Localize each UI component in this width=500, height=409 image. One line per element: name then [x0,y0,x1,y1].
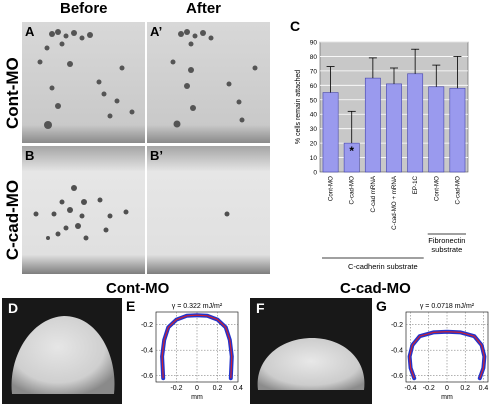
y-tick-label: -0.4 [391,348,403,355]
category-label: EP-1C [412,175,419,194]
surface-tension-annotation: γ = 0.0718 mJ/m² [420,303,475,310]
x-tick-label: 0 [445,385,449,392]
row-label-c-cad-mo: C-cad-MO [3,179,22,261]
x-axis-label: mm [191,394,203,401]
micrograph-a-prime: A’ [147,22,270,143]
drop-profile-e: -0.2 0 0.2 0.4 -0.2 -0.4 -0.6 mm γ = 0.322 mJ/m²… [124,298,248,404]
micrograph-b: B [22,146,145,274]
y-tick-label: 60 [310,83,318,90]
panel-label-e: E [126,298,136,314]
bar [428,86,445,173]
x-tick-label: -0.2 [170,385,182,392]
y-axis-label: % cells remain attached [295,70,302,144]
group-label: substrate [431,245,462,254]
panel-label-d: D [8,300,19,316]
y-tick-label: 80 [310,54,318,61]
aggregate-image-f: F [250,298,372,404]
drop-profile-g: -0.4 -0.2 0 0.2 0.4 -0.2 -0.4 -0.6 mm γ = 0.0718 … [374,298,498,404]
category-label: Cont-MO [433,176,440,201]
significance-annotation: * [349,144,354,158]
panel-label-f: F [256,300,265,316]
y-tick-label: 50 [310,97,318,104]
panel-label-b-prime: B’ [150,148,163,163]
header-cont-mo: Cont-MO [106,280,170,297]
x-tick-label: 0.4 [233,385,243,392]
bar [386,83,402,173]
panel-label-a-prime: A’ [150,24,163,39]
category-label: Cont-MO [328,176,335,201]
bar-chart-c: 0 10 20 30 40 50 60 70 80 90 % cells remain attach… [282,18,498,274]
surface-tension-annotation: γ = 0.322 mJ/m² [172,303,223,310]
x-tick-label: -0.4 [405,385,417,392]
y-tick-label: 30 [310,126,318,133]
y-tick-label: -0.4 [141,348,153,355]
y-tick-label: -0.6 [391,373,403,380]
category-label: C-cad-MO [349,176,356,205]
bar [407,73,424,173]
x-tick-label: 0.2 [213,385,223,392]
header-c-cad-mo: C-cad-MO [340,280,411,297]
panel-label-a: A [25,24,35,39]
aggregate-image-d: D [2,298,122,404]
bar [364,77,381,173]
y-tick-label: -0.2 [141,322,153,329]
y-tick-label: 40 [310,112,318,119]
panel-label-c: C [290,18,301,34]
y-tick-label: 20 [310,141,318,148]
x-tick-label: -0.2 [423,385,435,392]
y-tick-label: -0.2 [391,322,403,329]
header-before: Before [60,0,108,17]
y-tick-label: 70 [310,68,318,75]
row-label-cont-mo: Cont-MO [3,57,22,129]
panel-label-g: G [376,298,387,314]
micrograph-a: A [22,22,145,143]
category-label: C-cad-MO + mRNA [391,175,398,230]
micrograph-b-prime: B’ [147,146,270,274]
group-label: Fibronectin [428,236,465,245]
y-tick-label: 90 [310,40,318,47]
y-tick-label: 0 [313,170,317,177]
panel-label-b: B [25,148,35,163]
fitted-profile-line [161,314,233,379]
fitted-profile-line [409,331,485,379]
x-tick-label: 0.4 [479,385,489,392]
bar [449,87,466,173]
category-label: C-cad-MO [454,176,461,205]
y-tick-label: 10 [310,155,318,162]
y-tick-label: -0.6 [141,373,153,380]
header-after: After [186,0,222,17]
category-label: C-cad mRNA [370,175,377,212]
x-tick-label: 0 [195,385,199,392]
x-axis-label: mm [441,394,453,401]
bar [322,92,339,173]
group-label: C-cadherin substrate [348,262,418,271]
x-tick-label: 0.2 [460,385,470,392]
